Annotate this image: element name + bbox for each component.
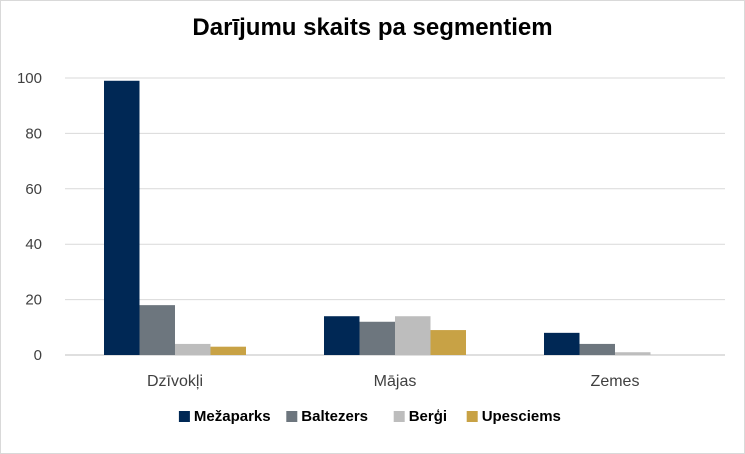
bars — [104, 80, 651, 356]
bar — [175, 343, 211, 355]
bar — [210, 346, 246, 355]
legend-swatch — [393, 411, 405, 422]
legend-label: Baltezers — [301, 408, 368, 425]
legend: Mežaparks Baltezers Berģi Upesciems — [178, 408, 561, 425]
y-tick-label: 40 — [25, 236, 42, 253]
bar — [104, 80, 140, 356]
chart-title: Darījumu skaits pa segmentiem — [192, 14, 553, 41]
y-tick-label: 100 — [17, 70, 42, 87]
y-tick-label: 0 — [34, 347, 42, 364]
legend-swatch — [286, 411, 298, 422]
x-category-label: Dzīvokļi — [147, 373, 203, 390]
bar — [139, 305, 175, 355]
bar — [579, 343, 615, 355]
legend-label: Mežaparks — [194, 408, 271, 425]
x-axis-labels: Dzīvokļi Mājas Zemes — [147, 373, 639, 390]
legend-label: Berģi — [409, 408, 447, 425]
bar — [615, 352, 651, 355]
y-tick-label: 80 — [25, 125, 42, 142]
x-category-label: Zemes — [591, 373, 640, 390]
legend-swatch — [178, 411, 190, 422]
bar — [430, 330, 466, 355]
bar — [359, 321, 395, 355]
y-axis-ticks: 0 20 40 60 80 100 — [17, 70, 42, 364]
y-tick-label: 60 — [25, 181, 42, 198]
bar — [544, 332, 580, 355]
x-category-label: Mājas — [374, 373, 417, 390]
bar — [324, 316, 360, 355]
legend-swatch — [466, 411, 478, 422]
y-tick-label: 20 — [25, 292, 42, 309]
bar — [395, 316, 431, 355]
gridlines — [65, 77, 725, 356]
legend-label: Upesciems — [482, 408, 561, 425]
